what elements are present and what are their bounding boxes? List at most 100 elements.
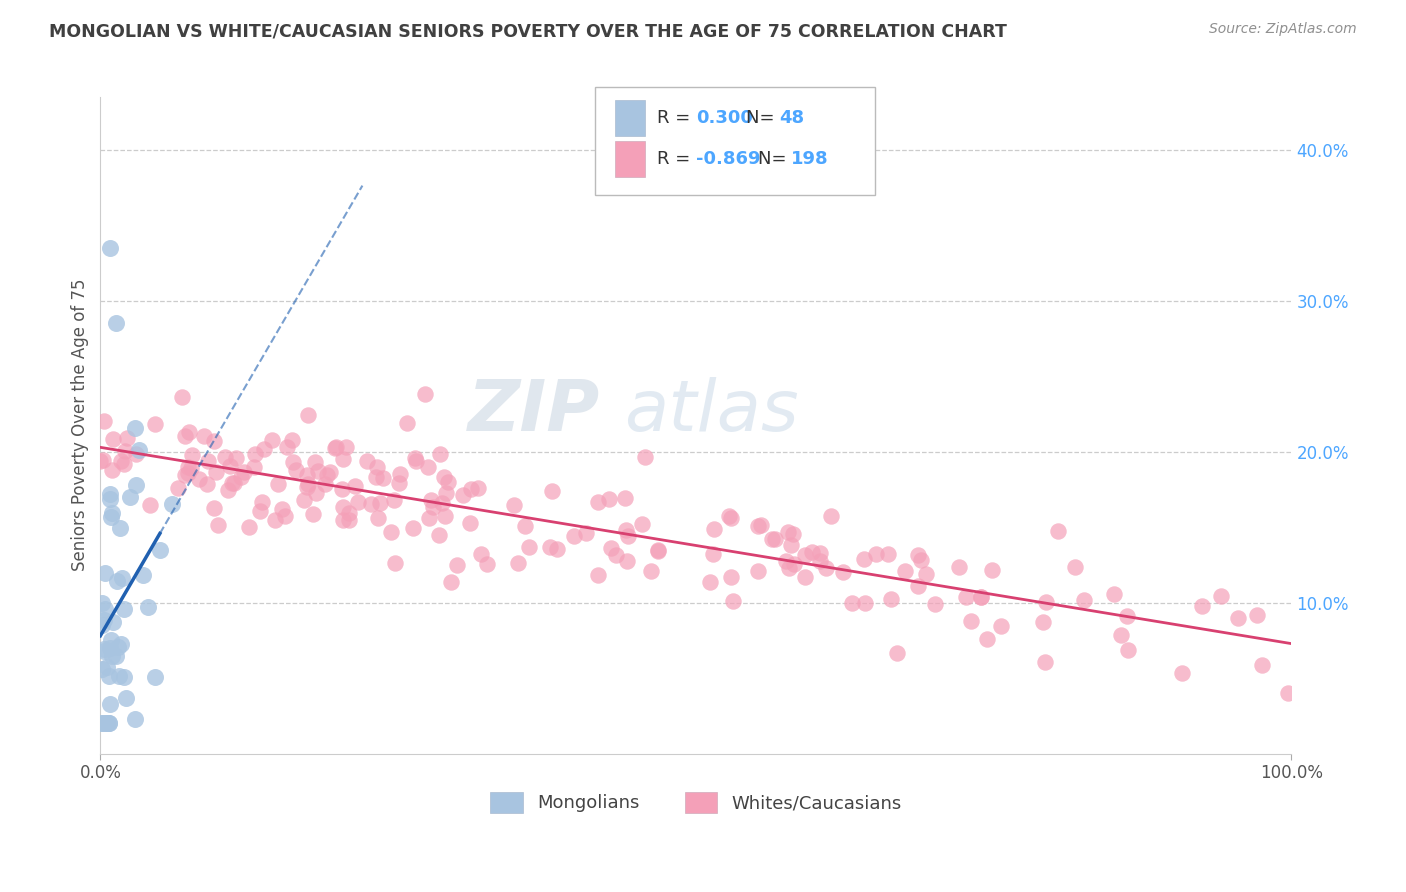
Text: 48: 48 bbox=[779, 109, 804, 127]
Point bbox=[749, 517, 772, 532]
Point bbox=[100, 633, 122, 648]
Point bbox=[360, 497, 382, 511]
Point bbox=[225, 451, 247, 466]
Point bbox=[541, 483, 564, 498]
Point bbox=[832, 566, 855, 580]
Point bbox=[195, 476, 218, 491]
Point bbox=[640, 565, 662, 579]
Point bbox=[1102, 586, 1125, 600]
Point bbox=[401, 520, 423, 534]
Point bbox=[204, 434, 226, 448]
Point bbox=[253, 442, 276, 456]
Point bbox=[1211, 589, 1233, 603]
Point bbox=[1033, 655, 1056, 669]
Point bbox=[181, 448, 204, 462]
Point bbox=[167, 481, 190, 495]
Point bbox=[853, 551, 876, 566]
Point bbox=[89, 454, 111, 468]
Point bbox=[332, 513, 354, 527]
Point bbox=[318, 466, 340, 480]
Point bbox=[761, 532, 783, 546]
Point bbox=[271, 502, 294, 516]
Point bbox=[100, 509, 122, 524]
Point bbox=[323, 441, 346, 455]
Point bbox=[107, 640, 129, 654]
Point bbox=[105, 648, 128, 663]
Point bbox=[647, 543, 669, 558]
Point bbox=[721, 594, 744, 608]
Point bbox=[460, 482, 482, 496]
Point bbox=[546, 541, 568, 556]
Point bbox=[616, 554, 638, 568]
Point bbox=[647, 544, 669, 558]
Point bbox=[395, 416, 418, 430]
Point bbox=[110, 637, 132, 651]
FancyBboxPatch shape bbox=[614, 100, 645, 136]
Point bbox=[103, 615, 125, 629]
Point bbox=[467, 481, 489, 495]
Y-axis label: Seniors Poverty Over the Age of 75: Seniors Poverty Over the Age of 75 bbox=[72, 279, 89, 572]
Point bbox=[335, 440, 357, 454]
Point bbox=[404, 450, 426, 465]
Point bbox=[907, 548, 929, 562]
Point bbox=[177, 425, 200, 440]
Point bbox=[170, 390, 193, 404]
Point bbox=[149, 542, 172, 557]
Point bbox=[94, 566, 117, 581]
Point bbox=[747, 565, 769, 579]
Point bbox=[174, 467, 197, 482]
Point bbox=[283, 455, 305, 469]
Point bbox=[242, 460, 264, 475]
Point bbox=[886, 646, 908, 660]
Point bbox=[970, 590, 993, 604]
Point bbox=[718, 509, 741, 524]
Point bbox=[702, 547, 724, 561]
Point bbox=[96, 716, 118, 731]
Point bbox=[337, 513, 360, 527]
Point bbox=[1251, 657, 1274, 672]
Point bbox=[295, 480, 318, 494]
Point bbox=[214, 450, 236, 464]
Point bbox=[418, 460, 440, 475]
Point bbox=[564, 529, 586, 543]
Point bbox=[475, 557, 498, 571]
Text: 0.300: 0.300 bbox=[696, 109, 752, 127]
Point bbox=[763, 533, 786, 547]
Point bbox=[605, 549, 627, 563]
Point bbox=[347, 495, 370, 509]
Point bbox=[1073, 593, 1095, 607]
Point bbox=[260, 433, 283, 447]
Point bbox=[779, 538, 801, 552]
Point bbox=[1109, 628, 1132, 642]
Point bbox=[105, 574, 128, 589]
Point bbox=[1246, 608, 1268, 623]
Point bbox=[207, 517, 229, 532]
Point bbox=[112, 601, 135, 615]
Point bbox=[600, 541, 623, 555]
Point bbox=[880, 591, 903, 606]
Text: atlas: atlas bbox=[624, 377, 799, 447]
Point bbox=[238, 520, 260, 534]
Point bbox=[433, 470, 456, 484]
Point bbox=[98, 698, 121, 712]
Point bbox=[143, 417, 166, 431]
Point bbox=[112, 670, 135, 684]
Point bbox=[274, 508, 297, 523]
Point bbox=[115, 690, 138, 705]
Point bbox=[124, 420, 146, 434]
Point bbox=[1032, 615, 1054, 630]
Point bbox=[93, 613, 115, 627]
Point bbox=[794, 548, 817, 562]
Point bbox=[853, 596, 876, 610]
Point bbox=[177, 459, 200, 474]
Point bbox=[1277, 686, 1299, 700]
Point bbox=[98, 716, 121, 731]
Point bbox=[434, 508, 457, 523]
Point bbox=[221, 476, 243, 491]
Point bbox=[437, 475, 460, 489]
Point bbox=[124, 447, 146, 461]
Point bbox=[101, 433, 124, 447]
Text: N=: N= bbox=[747, 109, 780, 127]
Point bbox=[775, 554, 797, 568]
Point bbox=[174, 429, 197, 443]
